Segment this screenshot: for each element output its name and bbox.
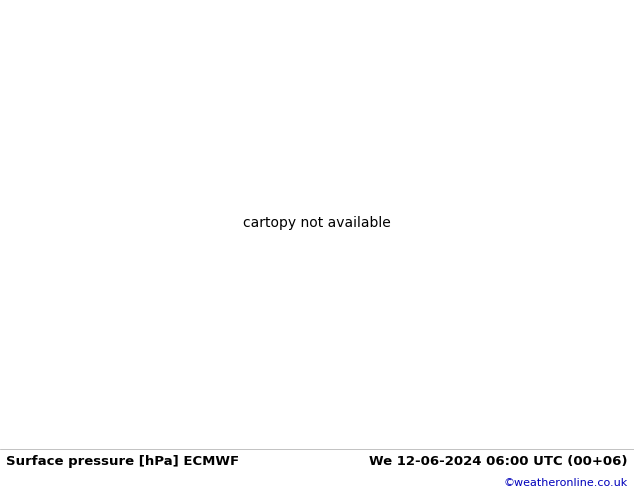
Text: cartopy not available: cartopy not available: [243, 216, 391, 230]
Text: Surface pressure [hPa] ECMWF: Surface pressure [hPa] ECMWF: [6, 455, 240, 468]
Text: ©weatheronline.co.uk: ©weatheronline.co.uk: [503, 478, 628, 489]
Text: We 12-06-2024 06:00 UTC (00+06): We 12-06-2024 06:00 UTC (00+06): [369, 455, 628, 468]
